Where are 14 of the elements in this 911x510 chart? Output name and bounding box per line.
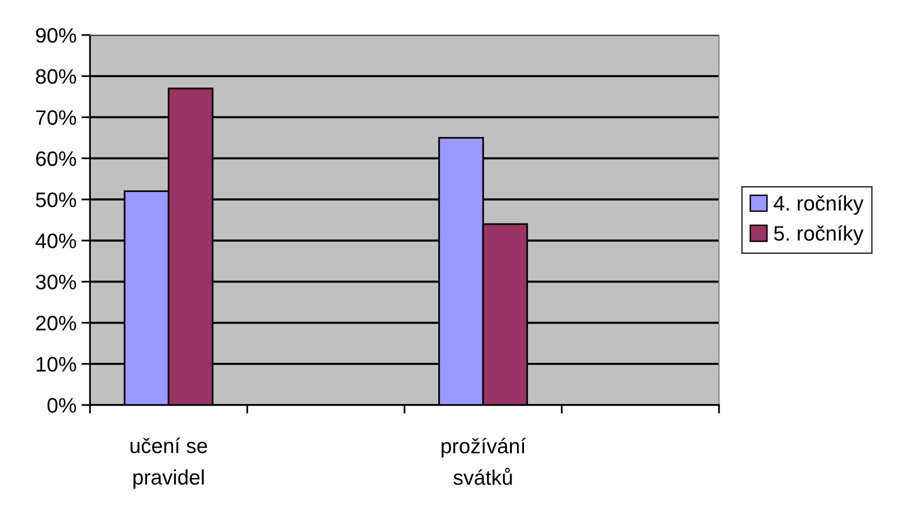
y-tick-label: 80% (36, 69, 76, 84)
legend-label: 4. ročníky (774, 195, 864, 215)
y-tick-label: 60% (36, 151, 76, 166)
y-tick-label: 10% (36, 356, 76, 372)
y-tick-label: 40% (36, 234, 76, 248)
y-tick-label: 20% (36, 316, 76, 331)
legend-label: 5. ročníky (774, 225, 864, 245)
y-tick-label: 90% (36, 28, 76, 43)
x-tick-label: učení se pravidel (130, 438, 208, 489)
x-tick-label: prožívání svátků (442, 438, 526, 485)
y-tick-label: 70% (36, 110, 76, 125)
y-tick-label: 50% (36, 192, 76, 208)
y-tick-label: 0% (48, 398, 76, 413)
y-tick-label: 30% (36, 274, 76, 290)
